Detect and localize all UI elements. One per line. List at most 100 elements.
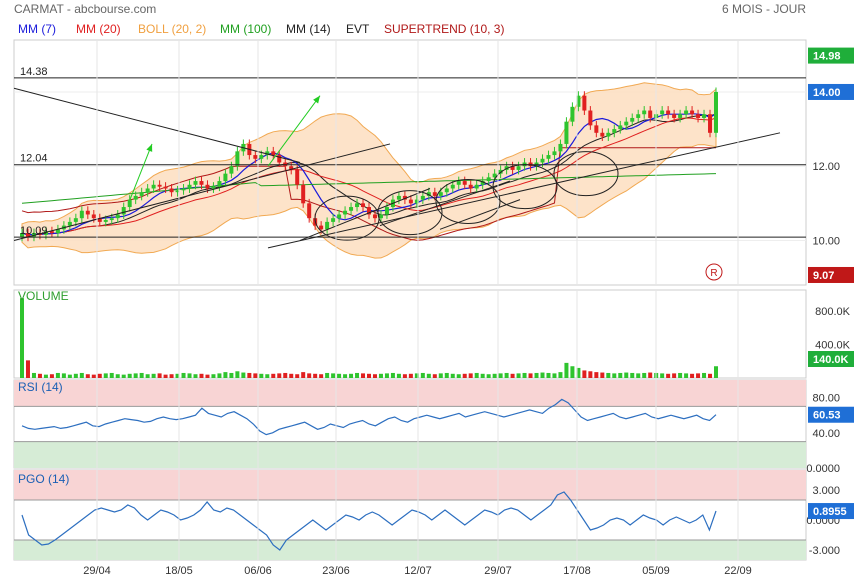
volume-bar — [289, 373, 294, 378]
y-tick-label: -3.000 — [809, 545, 840, 557]
volume-bar — [570, 366, 575, 378]
candle-body — [20, 233, 24, 237]
candle-body — [349, 207, 354, 211]
volume-bar — [85, 374, 90, 378]
volume-bar — [612, 373, 617, 378]
volume-bar — [175, 373, 180, 378]
volume-bar — [594, 372, 599, 378]
candle-body — [642, 110, 647, 115]
volume-bar — [414, 373, 419, 378]
volume-bar — [390, 372, 395, 378]
candle-body — [355, 203, 360, 208]
candle-body — [115, 214, 120, 219]
volume-bar — [672, 373, 677, 378]
candle-body — [594, 125, 599, 133]
arrow-line — [267, 95, 321, 167]
candle-body — [49, 231, 54, 234]
candle-body — [175, 190, 180, 193]
volume-bar — [540, 372, 545, 378]
candle-body — [480, 181, 485, 185]
volume-bar — [420, 372, 425, 378]
candle-body — [85, 210, 90, 215]
y-tick-label: 3.000 — [812, 485, 840, 497]
volume-bar — [271, 373, 276, 378]
candle-body — [157, 184, 162, 187]
candle-body — [678, 114, 683, 118]
volume-bar — [606, 372, 611, 378]
pgo-panel: 3.0000.0000-3.0000.8955 — [14, 470, 854, 560]
legend-item: EVT — [346, 22, 370, 36]
candle-body — [187, 184, 192, 189]
volume-bar — [636, 373, 641, 378]
volume-bar — [115, 374, 120, 378]
volume-bar — [151, 373, 156, 378]
oversold-zone — [14, 540, 806, 560]
candle-body — [337, 214, 342, 219]
volume-bar — [480, 373, 485, 378]
value-badge — [808, 351, 854, 367]
legend-item: MM (14) — [286, 22, 331, 36]
volume-bar — [349, 373, 354, 378]
volume-bar — [67, 374, 72, 378]
value-badge — [808, 503, 854, 520]
panel-frame — [13, 39, 807, 286]
candle-body — [109, 218, 114, 221]
candle-body — [25, 233, 30, 237]
pgo-label: PGO (14) — [18, 472, 69, 486]
candle-body — [456, 181, 461, 185]
candle-body — [97, 218, 102, 222]
y-tick-label: 12.00 — [812, 161, 840, 173]
volume-bar — [229, 372, 234, 378]
legend-item: MM (7) — [18, 22, 56, 36]
volume-bar — [211, 374, 216, 378]
chart-title: CARMAT - abcbourse.com — [14, 2, 156, 16]
volume-bar — [384, 373, 389, 378]
volume-bar — [660, 373, 665, 378]
candle-body — [486, 177, 491, 182]
candle-body — [193, 181, 198, 185]
value-badge — [808, 266, 854, 283]
candle-body — [414, 199, 419, 204]
oscillator-line — [21, 491, 717, 551]
candle-body — [660, 110, 665, 115]
y-tick-label: 10.00 — [812, 235, 840, 247]
volume-bar — [25, 360, 30, 378]
volume-bar — [372, 374, 377, 378]
candle-body — [235, 151, 240, 167]
arrow-head — [146, 143, 153, 152]
x-tick-label: 05/09 — [642, 565, 670, 577]
candle-body — [378, 214, 383, 219]
candle-body — [636, 114, 641, 118]
candle-body — [588, 110, 593, 126]
candle-body — [91, 214, 96, 219]
volume-bar — [331, 373, 336, 378]
candle-body — [139, 192, 144, 196]
candle-body — [408, 199, 413, 204]
y-tick-label: 80.00 — [812, 393, 840, 405]
candle-body — [229, 166, 234, 174]
candle-body — [289, 166, 294, 170]
volume-bar — [61, 373, 66, 378]
volume-bar — [714, 366, 718, 378]
candle-body — [121, 207, 126, 215]
legend-item: BOLL (20, 2) — [138, 22, 206, 36]
candle-body — [708, 114, 713, 133]
volume-bar — [438, 373, 443, 378]
volume-bar — [600, 372, 605, 378]
volume-bar — [576, 367, 581, 378]
candle-body — [648, 110, 653, 118]
volume-bar — [468, 373, 473, 378]
candle-body — [73, 218, 78, 222]
candle-body — [702, 114, 707, 118]
volume-bar — [283, 372, 288, 378]
volume-bar — [37, 373, 42, 378]
candle-body — [552, 151, 557, 156]
y-tick-label: 0.0000 — [806, 463, 840, 475]
rsi-label: RSI (14) — [18, 380, 63, 394]
candle-body — [55, 229, 60, 234]
volume-bar — [355, 372, 360, 378]
mm100-line — [21, 173, 717, 204]
volume-bar — [199, 373, 204, 378]
volume-bar — [361, 373, 366, 378]
